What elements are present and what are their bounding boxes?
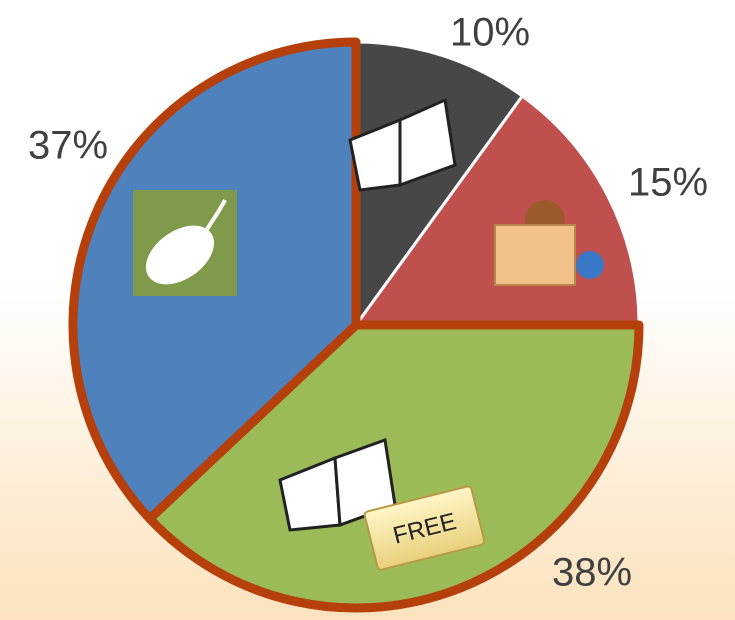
book-icon [348,97,457,192]
slice [354,40,524,327]
pie [68,37,644,613]
value-label: 38% [552,551,632,595]
book-free-icon: FREE [278,437,486,571]
icons: FREE [133,97,604,571]
free-tag [363,485,486,571]
mouse-icon [133,190,237,296]
value-label: 15% [628,161,708,205]
value-label: 10% [450,11,530,55]
slice [145,320,644,613]
reader-icon [494,200,604,286]
value-label: 37% [28,124,108,168]
